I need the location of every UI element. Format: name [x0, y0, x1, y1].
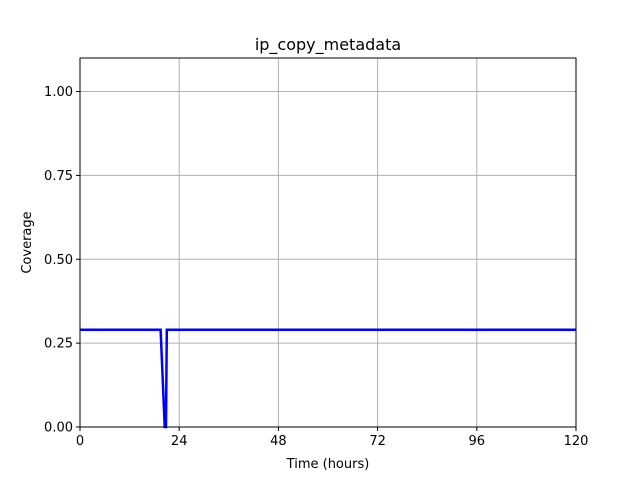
x-axis-label: Time (hours)	[286, 457, 370, 472]
chart-title: ip_copy_metadata	[255, 35, 401, 55]
y-tick-label: 0.25	[44, 337, 73, 352]
y-tick-label: 0.50	[44, 253, 73, 268]
x-tick-label: 96	[469, 434, 486, 449]
plot-frame	[79, 57, 577, 428]
y-tick-label: 0.75	[44, 169, 73, 184]
y-tick-label: 0.00	[44, 421, 73, 436]
y-axis-label: Coverage	[20, 211, 35, 273]
y-tick-label: 1.00	[44, 85, 73, 100]
ticks: 0 24 48 72 96 120 0.00 0.25 0.50 0.75 1.00	[44, 85, 588, 449]
x-tick-label: 48	[270, 434, 287, 449]
x-tick-label: 120	[564, 434, 589, 449]
x-tick-label: 0	[76, 434, 84, 449]
x-tick-label: 24	[171, 434, 188, 449]
x-tick-label: 72	[369, 434, 386, 449]
